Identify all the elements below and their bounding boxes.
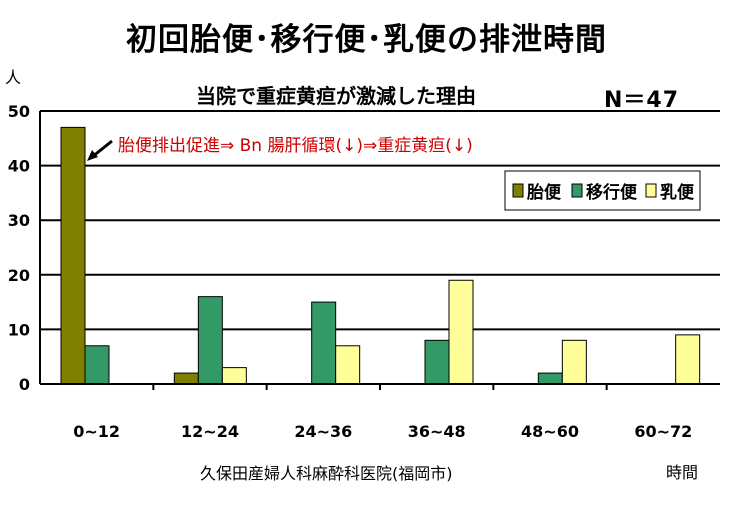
y-tick-label: 0: [19, 375, 30, 394]
x-tick-labels: 0~12 12~24 24~36 36~48 48~60 60~72: [73, 422, 692, 441]
annotation-text: 胎便排出促進⇒ Bn 腸肝循環(↓)⇒重症黄疸(↓): [118, 136, 473, 156]
bar: [197, 296, 223, 385]
y-tick-label: 10: [8, 320, 30, 339]
axes: [39, 111, 720, 390]
bar: [60, 126, 86, 385]
bar: [173, 372, 199, 385]
y-tick-label: 50: [8, 102, 30, 121]
bar: [424, 339, 450, 385]
bar: [675, 334, 701, 385]
y-tick-labels: 0 10 20 30 40 50: [8, 102, 30, 394]
bars: [60, 126, 701, 385]
x-tick-label: 36~48: [408, 422, 466, 441]
x-tick-label: 24~36: [294, 422, 352, 441]
y-axis-unit: 人: [5, 68, 22, 87]
legend-label: 胎便: [527, 182, 562, 203]
legend: 胎便 移行便 乳便: [504, 170, 701, 211]
chart-title: 初回胎便･移行便･乳便の排泄時間: [126, 22, 607, 58]
chart-subtitle: 当院で重症黄疸が激減した理由: [196, 84, 476, 108]
legend-label: 移行便: [586, 182, 638, 203]
x-tick-label: 48~60: [521, 422, 579, 441]
x-axis-unit: 時間: [666, 463, 699, 482]
bar: [221, 367, 247, 385]
legend-swatch: [512, 183, 524, 198]
legend-label: 乳便: [660, 182, 695, 203]
bar: [537, 372, 563, 385]
legend-swatch: [571, 183, 583, 198]
bar: [84, 345, 110, 385]
source-label: 久保田産婦人科麻酔科医院(福岡市): [200, 464, 453, 483]
bar: [448, 279, 474, 385]
x-tick-label: 0~12: [73, 422, 120, 441]
grid-lines: [40, 110, 720, 331]
y-tick-label: 40: [8, 157, 30, 176]
bar: [561, 339, 587, 385]
y-tick-label: 30: [8, 211, 30, 230]
bar: [311, 301, 337, 385]
bar: [335, 345, 361, 385]
legend-box: [504, 170, 701, 211]
annotation-arrow: [87, 139, 113, 161]
x-tick-label: 12~24: [181, 422, 239, 441]
x-tick-label: 60~72: [634, 422, 692, 441]
sample-size-label: N＝47: [604, 88, 680, 113]
y-tick-label: 20: [8, 266, 30, 285]
legend-swatch: [645, 183, 657, 198]
